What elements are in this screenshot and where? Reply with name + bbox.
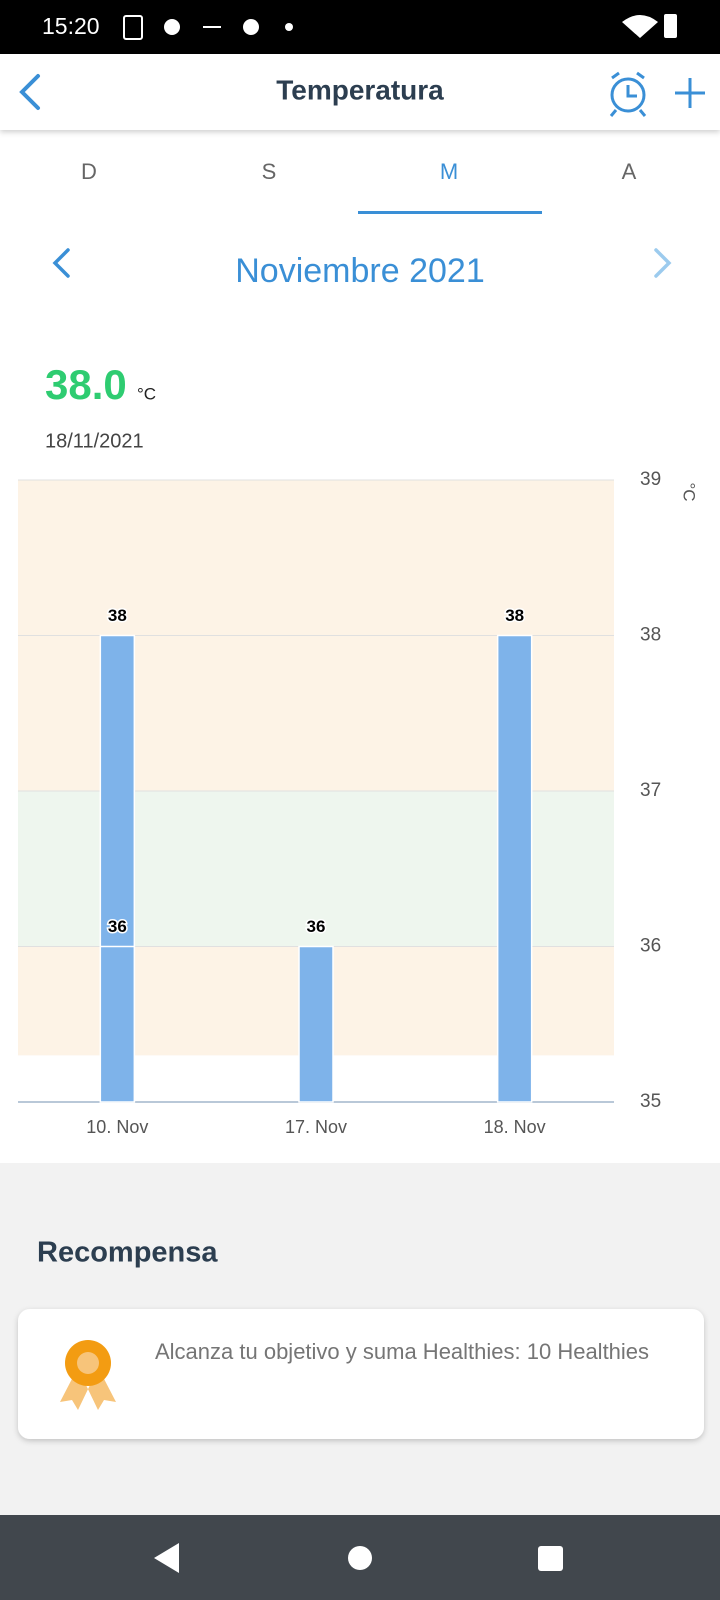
status-time: 15:20 bbox=[42, 13, 100, 39]
y-tick-label: 37 bbox=[640, 780, 661, 801]
x-tick-label: 10. Nov bbox=[86, 1117, 148, 1137]
section-title: Recompensa bbox=[37, 1237, 218, 1269]
y-tick-label: 39 bbox=[640, 469, 661, 490]
tab[interactable]: M bbox=[440, 159, 458, 184]
nav-recents[interactable] bbox=[538, 1546, 563, 1571]
reward-text: Alcanza tu objetivo y suma Healthies: 10… bbox=[155, 1339, 650, 1364]
bar bbox=[99, 945, 136, 1103]
screen-title: Temperatura bbox=[276, 74, 444, 105]
chart: 35 36 37 38 39 °C 10. Nov 17. Nov 18. Nov 38 36 38 3… bbox=[18, 469, 699, 1137]
data-label: 36 bbox=[108, 917, 127, 936]
nav-home[interactable] bbox=[348, 1546, 372, 1570]
y-tick-label: 38 bbox=[640, 625, 661, 646]
data-label: 38 bbox=[108, 606, 127, 625]
medal-icon bbox=[60, 1340, 116, 1410]
x-tick-label: 18. Nov bbox=[484, 1117, 546, 1137]
current-date: 18/11/2021 bbox=[45, 430, 144, 452]
add-button[interactable] bbox=[675, 78, 705, 108]
reward-text-box: Alcanza tu objetivo y suma Healthies: 10… bbox=[155, 1339, 650, 1364]
x-tick-label: 17. Nov bbox=[285, 1117, 347, 1137]
next-period[interactable] bbox=[654, 248, 672, 278]
back-button[interactable] bbox=[19, 74, 40, 110]
current-value: 38.0 bbox=[45, 361, 127, 408]
tab[interactable]: S bbox=[262, 159, 277, 184]
alarm-button[interactable] bbox=[609, 71, 647, 117]
data-label: 38 bbox=[505, 606, 524, 625]
nav-back[interactable] bbox=[154, 1543, 179, 1573]
y-axis-label: °C bbox=[680, 482, 699, 501]
tab[interactable]: A bbox=[622, 159, 637, 184]
tab[interactable]: D bbox=[81, 159, 97, 184]
bar bbox=[496, 634, 533, 1103]
status-bar bbox=[0, 0, 720, 54]
data-label: 36 bbox=[307, 917, 326, 936]
reward-card bbox=[18, 1309, 704, 1439]
period-label: Noviembre 2021 bbox=[235, 252, 484, 290]
app-bar bbox=[0, 54, 720, 130]
bar bbox=[298, 945, 334, 1103]
y-tick-label: 36 bbox=[640, 936, 661, 957]
prev-period[interactable] bbox=[52, 248, 70, 278]
status-icons bbox=[123, 14, 677, 40]
tab-indicator bbox=[358, 211, 542, 214]
y-tick-label: 35 bbox=[640, 1091, 661, 1112]
current-unit: °C bbox=[137, 384, 156, 403]
